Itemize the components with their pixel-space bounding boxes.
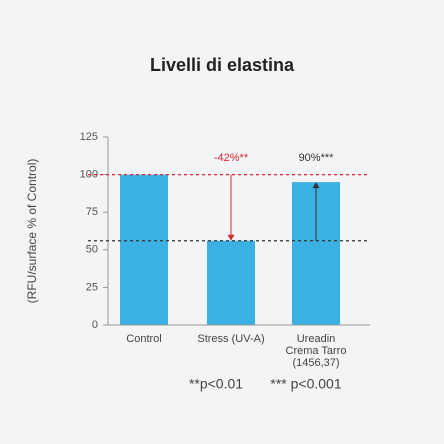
annotation: 90%*** bbox=[299, 152, 335, 164]
y-tick-label: 0 bbox=[92, 319, 98, 331]
footnote: **p<0.01 bbox=[189, 376, 243, 392]
bar bbox=[207, 240, 255, 325]
arrow-head bbox=[227, 234, 235, 241]
y-tick-label: 50 bbox=[86, 244, 98, 256]
bar bbox=[120, 174, 168, 325]
x-tick-label: Control bbox=[126, 333, 162, 345]
y-tick-label: 125 bbox=[80, 131, 98, 143]
arrow-head bbox=[312, 182, 320, 189]
y-axis-label: (RFU/surface % of Control) bbox=[25, 159, 39, 304]
x-tick-label: Stress (UV-A) bbox=[197, 333, 265, 345]
y-tick-label: 25 bbox=[86, 281, 98, 293]
annotation: -42%** bbox=[214, 152, 249, 164]
x-tick-label: Ureadin Crema Tarro (1456,37) bbox=[285, 333, 347, 369]
footnote: *** p<0.001 bbox=[270, 376, 341, 392]
chart-title: Livelli di elastina bbox=[150, 55, 295, 75]
y-tick-label: 75 bbox=[86, 206, 98, 218]
